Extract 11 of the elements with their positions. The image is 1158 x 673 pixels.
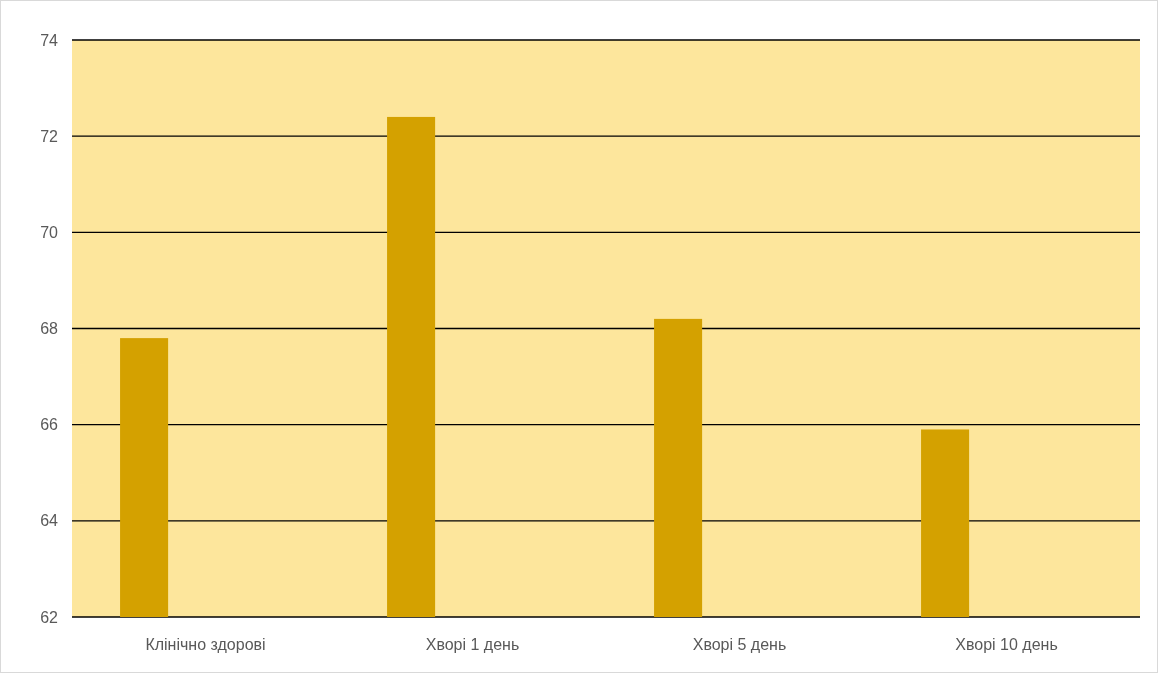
y-tick-label: 72 (40, 127, 59, 145)
y-tick-label: 62 (40, 608, 59, 626)
x-tick-label: Хворі 5 день (692, 636, 787, 653)
x-tick-label: Хворі 10 день (955, 636, 1058, 653)
y-tick-label: 68 (40, 320, 59, 338)
y-tick-label: 74 (40, 31, 59, 49)
x-tick-label: Хворі 1 день (425, 636, 520, 653)
y-tick-label: 64 (40, 512, 59, 530)
y-tick-label: 70 (40, 223, 59, 241)
x-tick-label: Клінічно здорові (145, 636, 266, 653)
y-tick-label: 66 (40, 416, 59, 434)
